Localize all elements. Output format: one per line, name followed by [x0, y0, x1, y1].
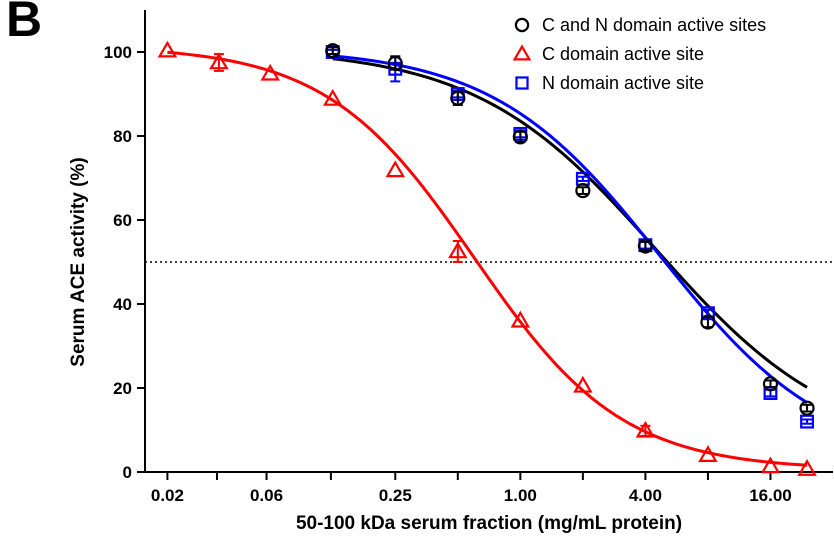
- y-tick-label: 20: [113, 379, 132, 398]
- data-point-circle: [799, 400, 815, 416]
- data-point-circle: [637, 238, 653, 254]
- y-tick-label: 80: [113, 127, 132, 146]
- data-point-triangle: [698, 445, 718, 462]
- data-point-triangle: [760, 456, 781, 474]
- x-tick-label: 0.25: [379, 486, 412, 505]
- data-point-triangle: [209, 52, 229, 70]
- legend-label: C domain active site: [542, 44, 704, 64]
- panel-label: B: [6, 0, 43, 47]
- data-point-triangle: [157, 40, 178, 58]
- data-point-circle: [700, 314, 716, 330]
- data-point-circle: [325, 43, 341, 59]
- data-point-square: [800, 414, 814, 429]
- data-point-triangle: [385, 160, 406, 178]
- x-tick-label: 1.00: [504, 486, 537, 505]
- x-tick-label: 0.02: [151, 486, 184, 505]
- data-point-triangle: [510, 310, 531, 328]
- data-points: [157, 40, 817, 476]
- fit-curve: [332, 57, 808, 389]
- data-point-triangle: [797, 459, 817, 476]
- data-point-triangle: [448, 241, 468, 259]
- legend: C and N domain active sites C domain acti…: [512, 15, 766, 93]
- data-point-triangle: [635, 420, 656, 438]
- fit-curve: [332, 54, 808, 404]
- y-tick-label: 100: [104, 43, 132, 62]
- x-tick-label: 4.00: [629, 486, 662, 505]
- data-point-triangle: [323, 89, 343, 106]
- legend-label: N domain active site: [542, 73, 704, 93]
- legend-label: C and N domain active sites: [542, 15, 766, 35]
- x-axis-title: 50-100 kDa serum fraction (mg/mL protein…: [296, 513, 682, 534]
- data-point-circle: [512, 129, 528, 145]
- data-point-circle: [387, 55, 403, 71]
- y-tick-label: 60: [113, 211, 132, 230]
- x-tick-label: 0.06: [250, 486, 283, 505]
- legend-marker-triangle: [512, 44, 532, 61]
- fit-curves: [167, 50, 808, 467]
- data-point-circle: [762, 376, 779, 392]
- legend-marker-circle: [514, 17, 530, 33]
- axes: 0 20 40 60 80 100 0.02 0.06 0.25 1.00 4.00 16.00: [104, 10, 833, 505]
- x-tick-label: 16.00: [749, 486, 792, 505]
- data-point-triangle: [573, 375, 593, 393]
- data-point-circle: [450, 90, 466, 106]
- y-tick-label: 0: [123, 463, 132, 482]
- legend-marker-square: [515, 76, 529, 90]
- data-point-triangle: [260, 63, 280, 81]
- y-tick-label: 40: [113, 295, 132, 314]
- data-point-circle: [575, 183, 591, 199]
- fit-curve: [167, 50, 808, 467]
- y-axis-title: Serum ACE activity (%): [68, 157, 89, 366]
